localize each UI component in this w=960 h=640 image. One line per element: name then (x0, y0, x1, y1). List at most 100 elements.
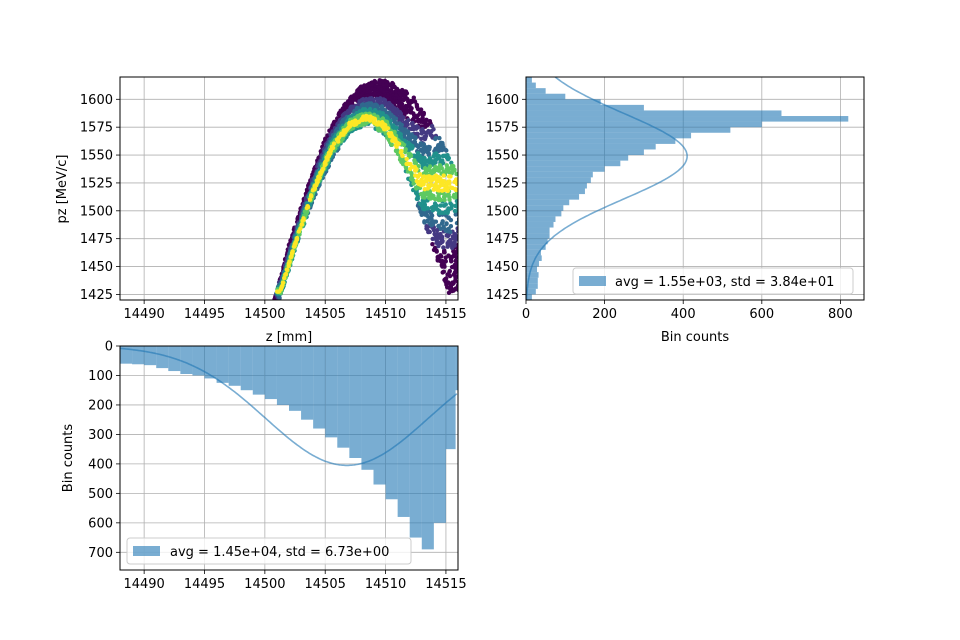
pz-hist-bar (526, 127, 731, 133)
pz-hist-ytick-label: 1525 (486, 176, 519, 191)
scatter-point (448, 237, 453, 243)
scatter-point (452, 208, 458, 214)
scatter-point (446, 192, 451, 197)
scatter-ytick-label: 1550 (80, 149, 113, 164)
z-hist-bar (337, 346, 350, 448)
scatter-point (440, 181, 445, 186)
scatter-point (439, 166, 444, 171)
z-hist-xtick-label: 14500 (244, 577, 285, 592)
scatter-point (446, 253, 451, 258)
z-hist-bar (397, 346, 410, 517)
scatter-point (392, 138, 397, 144)
scatter-point (438, 231, 443, 237)
scatter-point (432, 245, 438, 250)
z-hist-bar (204, 346, 217, 379)
scatter-point (433, 219, 439, 224)
z-hist-legend-box (126, 537, 412, 565)
scatter-point (422, 157, 427, 162)
pz-hist-panel: 0 200 400 600 800 1425 1450 1475 1500 1525 1550 157… (486, 76, 865, 345)
scatter-point (441, 224, 446, 230)
scatter-point (316, 176, 321, 182)
z-hist-ytick-label: 600 (88, 516, 113, 531)
scatter-point (439, 147, 445, 153)
z-hist-bar (120, 346, 133, 364)
scatter-ytick-label: 1500 (80, 204, 113, 219)
scatter-point (447, 268, 452, 274)
z-hist-xtick-label: 14515 (425, 577, 466, 592)
scatter-point (335, 138, 341, 143)
scatter-point (446, 206, 451, 211)
pz-hist-xtick-label: 200 (592, 307, 617, 322)
pz-hist-legend-swatch (579, 276, 606, 286)
scatter-point (280, 280, 286, 285)
scatter-point (438, 253, 443, 258)
z-hist-bar (385, 346, 398, 500)
pz-hist-xlabel: Bin counts (661, 330, 730, 345)
pz-hist-bar (526, 210, 562, 217)
scatter-ylabel: pz [MeV/c] (55, 155, 70, 224)
scatter-point (385, 105, 391, 110)
scatter-point (441, 245, 446, 250)
pz-hist-xtick-label: 800 (828, 307, 853, 322)
pz-hist-bar (526, 233, 550, 239)
pz-hist-bar (526, 121, 762, 128)
scatter-point (299, 222, 304, 227)
z-hist-bar (264, 346, 277, 400)
pz-hist-fit-curve (526, 77, 688, 300)
scatter-point (455, 226, 458, 231)
scatter-ticks: 14490 14495 14500 14505 14510 14515 1425 1450 14… (80, 93, 467, 322)
scatter-point (420, 115, 425, 120)
scatter-point (453, 258, 458, 264)
scatter-xtick-label: 14510 (365, 307, 406, 322)
scatter-point (285, 267, 290, 273)
scatter-point (397, 126, 402, 131)
pz-hist-ytick-label: 1475 (486, 232, 519, 247)
scatter-point (309, 194, 314, 199)
scatter-ytick-label: 1475 (80, 232, 113, 247)
pz-hist-frame (525, 76, 865, 301)
pz-hist-ytick-label: 1550 (486, 149, 519, 164)
scatter-point (441, 269, 446, 274)
z-hist-ytick-label: 300 (88, 428, 113, 443)
scatter-point (312, 186, 317, 192)
scatter-frame (119, 76, 459, 301)
scatter-point (410, 164, 415, 169)
z-hist-bar (361, 346, 374, 470)
z-hist-xtick-label: 14490 (123, 577, 164, 592)
scatter-point (389, 133, 394, 138)
pz-hist-bar (526, 88, 546, 94)
scatter-point (432, 201, 438, 206)
scatter-xtick-label: 14515 (425, 307, 466, 322)
pz-hist-bar (526, 182, 587, 189)
scatter-point (438, 203, 443, 208)
z-hist-bar (325, 346, 338, 438)
scatter-point (394, 99, 399, 105)
z-hist-ytick-label: 500 (88, 487, 113, 502)
scatter-point (389, 142, 395, 147)
pz-hist-bar (526, 110, 782, 117)
scatter-point (319, 169, 324, 175)
scatter-ytick-label: 1575 (80, 121, 113, 136)
pz-hist-bar (526, 93, 566, 100)
scatter-point (283, 271, 288, 277)
pz-hist-bar (526, 283, 538, 289)
pz-hist-bar (526, 272, 539, 278)
z-hist-xtick-label: 14510 (365, 577, 406, 592)
scatter-xtick-label: 14495 (184, 307, 225, 322)
scatter-point (419, 191, 424, 197)
pz-hist-ytick-label: 1450 (486, 260, 519, 275)
pz-hist-bar (526, 255, 542, 261)
scatter-xtick-label: 14500 (244, 307, 285, 322)
z-hist-bar (216, 346, 229, 383)
pz-hist-xtick-label: 0 (522, 307, 530, 322)
z-hist-bar (421, 346, 434, 550)
scatter-point (440, 219, 445, 224)
scatter-point (444, 148, 449, 153)
pz-hist-bar (526, 227, 550, 234)
pz-hist-xtick-label: 600 (749, 307, 774, 322)
pz-hist-legend-box (572, 267, 854, 295)
pz-hist-legend-label: avg = 1.55e+03, std = 3.84e+01 (615, 275, 834, 290)
scatter-point (346, 110, 352, 115)
